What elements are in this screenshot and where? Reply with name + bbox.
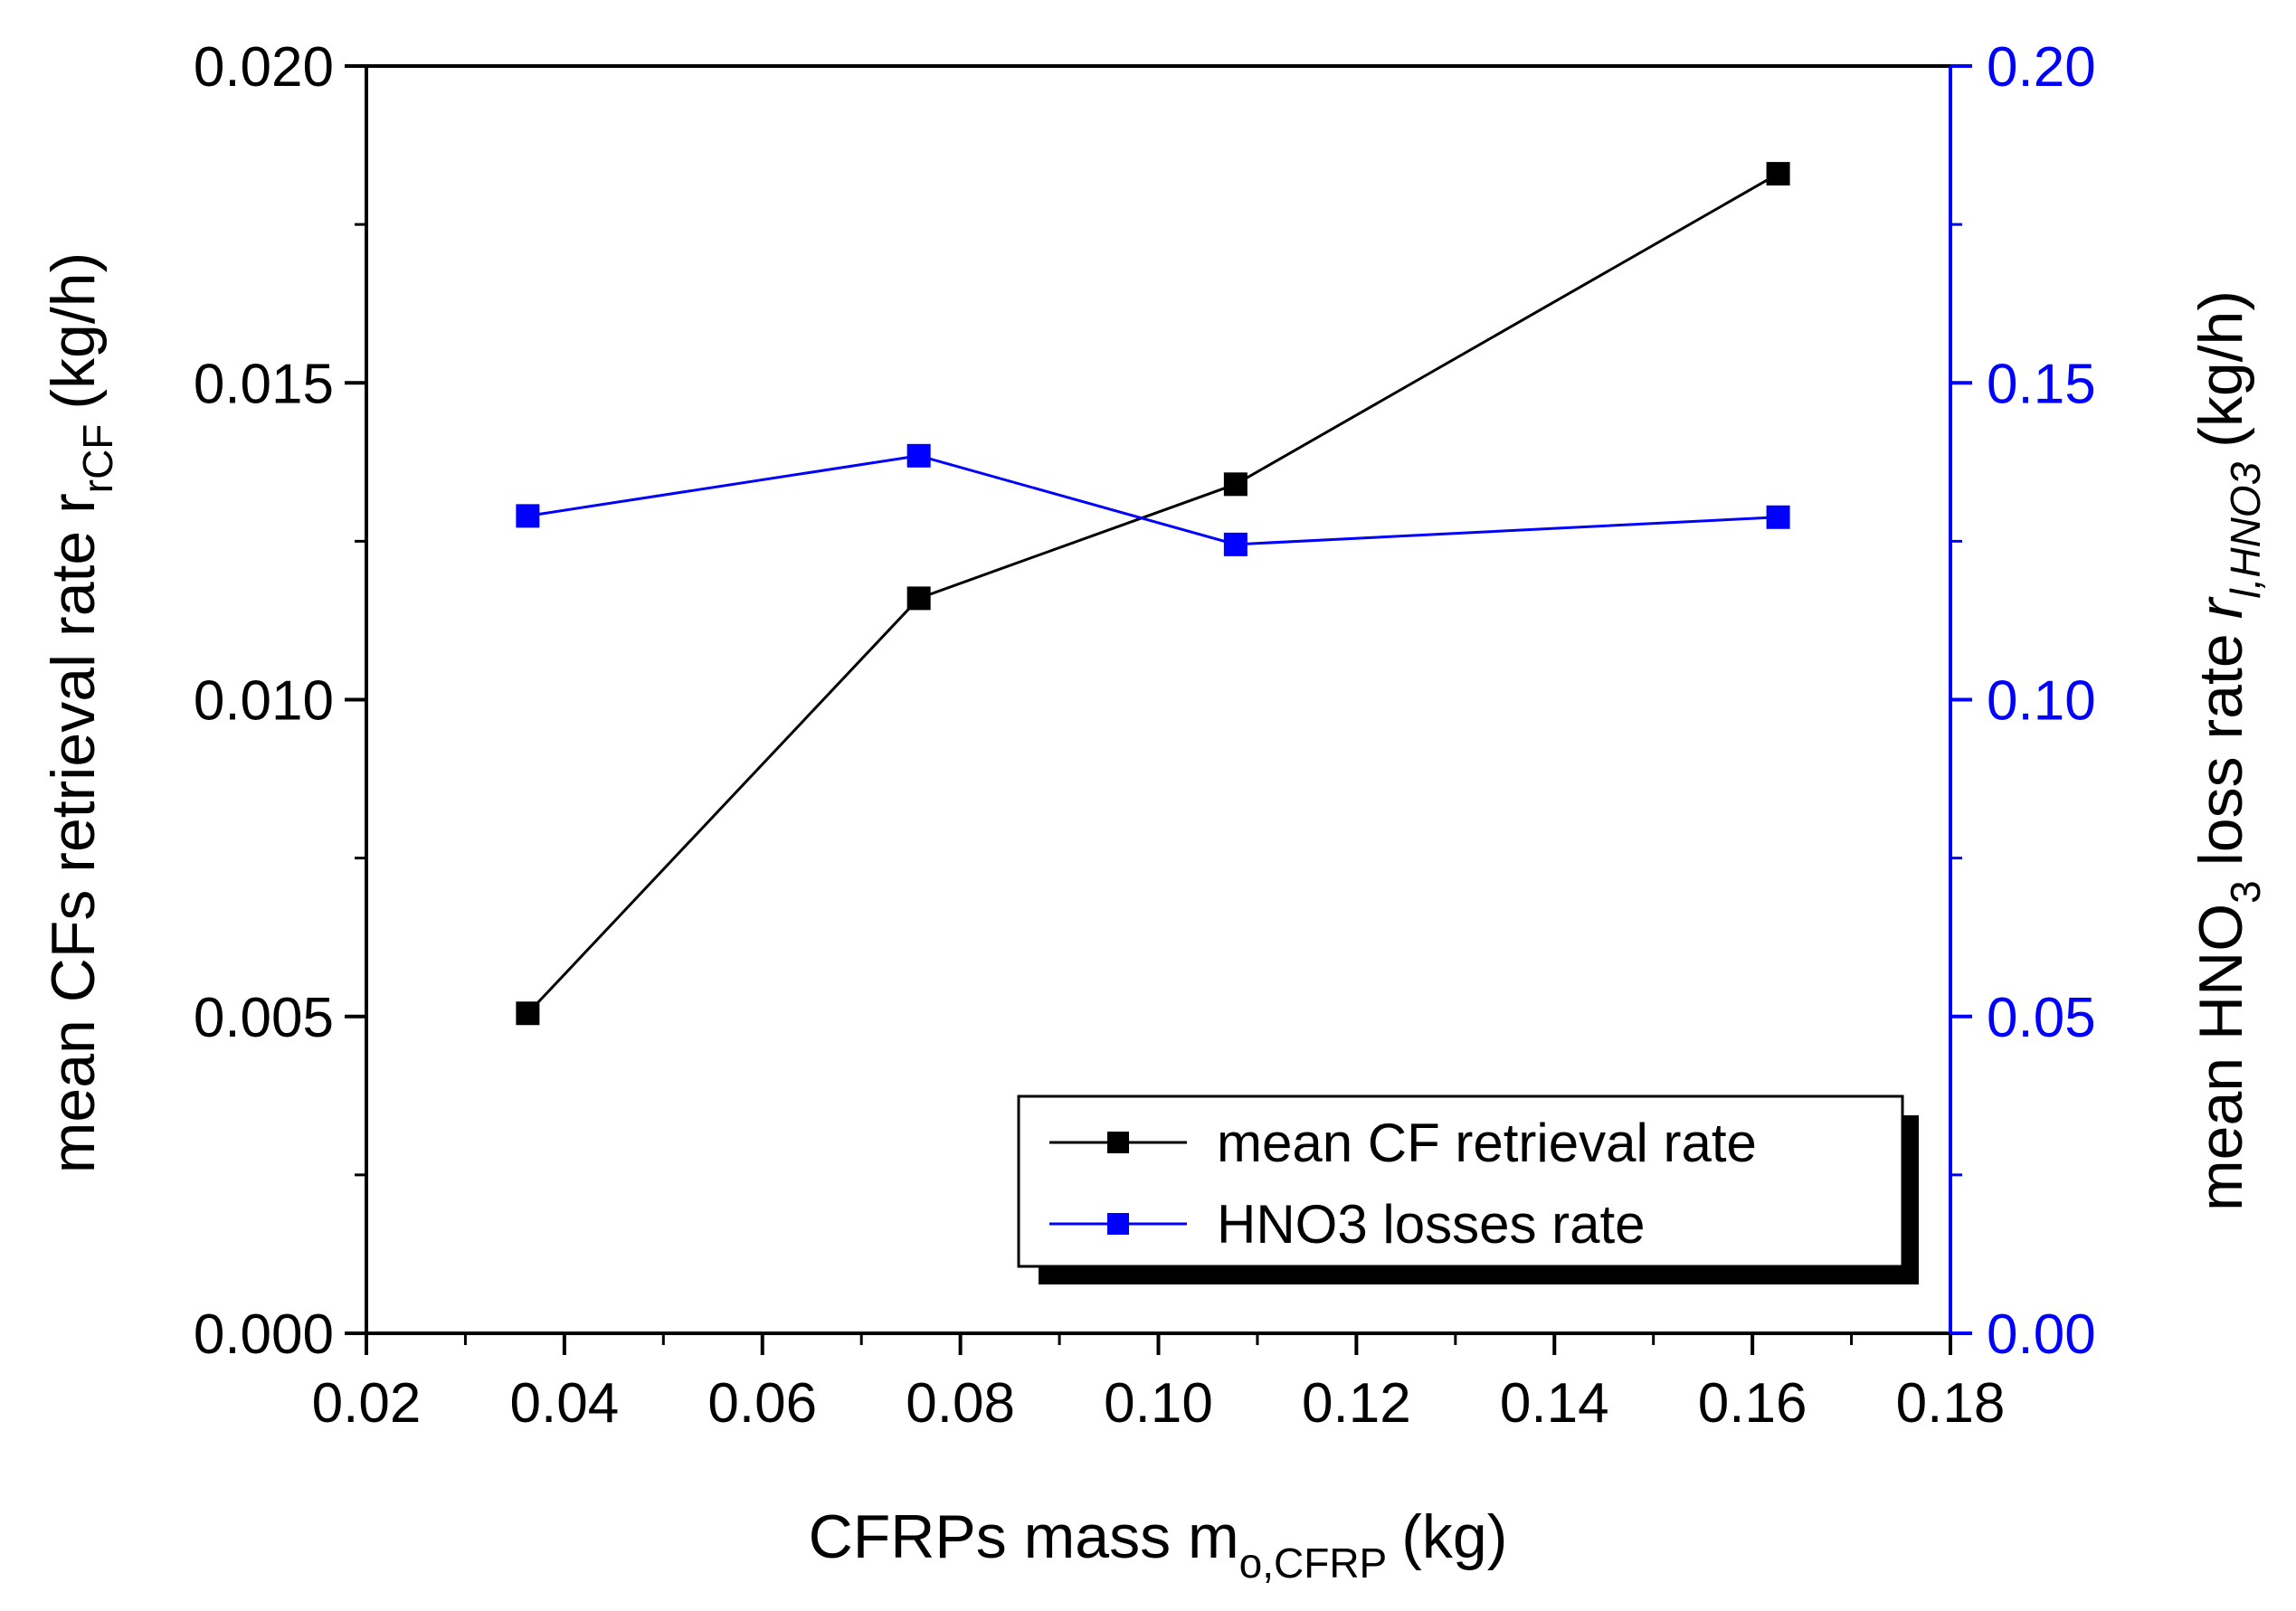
right-y-tick-label: 0.15 bbox=[1987, 353, 2096, 415]
x-tick-label: 0.18 bbox=[1896, 1372, 2006, 1435]
series-line-cf-retrieval bbox=[527, 172, 1779, 1015]
right-y-axis-title-sub3: 3 bbox=[2222, 880, 2269, 904]
right-y-axis-title-main: mean HNO bbox=[2187, 904, 2255, 1211]
data-point-cf-retrieval bbox=[906, 586, 931, 611]
x-tick-label: 0.08 bbox=[906, 1372, 1015, 1435]
left-y-tick-label: 0.020 bbox=[194, 36, 334, 99]
right-y-axis-title-mid: loss rate bbox=[2187, 633, 2255, 866]
x-tick-label: 0.02 bbox=[312, 1372, 422, 1435]
legend-label-hno3: HNO3 losses rate bbox=[1217, 1194, 1646, 1255]
left-y-axis-title-sub: rCF bbox=[74, 424, 121, 494]
x-tick-label: 0.10 bbox=[1104, 1372, 1213, 1435]
left-y-tick-label: 0.005 bbox=[194, 987, 334, 1049]
right-y-axis-title-unit: (kg/h) bbox=[2187, 290, 2255, 448]
x-axis-title-main: CFRPs mass m bbox=[809, 1502, 1239, 1571]
left-y-tick-label: 0.010 bbox=[194, 670, 334, 733]
data-point-hno3-losses bbox=[516, 504, 540, 528]
right-y-axis-title-sub: l,HNO3 bbox=[2222, 461, 2269, 598]
x-tick-label: 0.06 bbox=[707, 1372, 817, 1435]
data-point-hno3-losses bbox=[1223, 532, 1248, 556]
series-layer bbox=[516, 162, 1790, 1026]
right-y-tick-label: 0.20 bbox=[1987, 36, 2096, 99]
data-point-cf-retrieval bbox=[1223, 472, 1248, 497]
right-y-tick-label: 0.10 bbox=[1987, 670, 2096, 733]
data-point-hno3-losses bbox=[906, 443, 931, 468]
legend: mean CF retrieval rate HNO3 losses rate bbox=[1017, 1095, 1919, 1284]
x-tick-label: 0.04 bbox=[510, 1372, 620, 1435]
x-tick-label: 0.12 bbox=[1302, 1372, 1411, 1435]
right-y-tick-label: 0.05 bbox=[1987, 987, 2096, 1049]
legend-box bbox=[1017, 1095, 1904, 1268]
x-axis-ticks: 0.02 0.04 0.06 0.08 0.10 0.12 0.14 0.16 0.18 bbox=[312, 1333, 2006, 1435]
series-line-hno3-losses bbox=[527, 454, 1779, 546]
right-y-axis-title: mean HNO3 loss rate rl,HNO3 (kg/h) bbox=[2187, 290, 2269, 1211]
left-y-axis-title-unit: (kg/h) bbox=[39, 252, 108, 410]
data-point-hno3-losses bbox=[1766, 505, 1790, 529]
legend-marker-cf bbox=[1107, 1132, 1129, 1153]
right-y-axis-title-italic: r bbox=[2187, 596, 2255, 619]
right-y-tick-label: 0.00 bbox=[1987, 1303, 2096, 1366]
x-tick-label: 0.16 bbox=[1698, 1372, 1807, 1435]
left-y-axis-title-main: mean CFs retrieval rate r bbox=[39, 493, 108, 1173]
left-y-tick-label: 0.015 bbox=[194, 353, 334, 415]
x-axis-title-unit: (kg) bbox=[1401, 1502, 1507, 1571]
data-point-cf-retrieval bbox=[1766, 162, 1790, 186]
x-axis-title: CFRPs mass mo,CFRP (kg) bbox=[809, 1502, 1508, 1587]
left-y-axis-ticks: 0.000 0.005 0.010 0.015 0.020 bbox=[194, 36, 366, 1366]
right-y-axis-ticks: 0.00 0.05 0.10 0.15 0.20 bbox=[1950, 36, 2096, 1366]
legend-label-cf: mean CF retrieval rate bbox=[1217, 1113, 1757, 1173]
data-point-cf-retrieval bbox=[516, 1001, 540, 1026]
left-y-axis-title: mean CFs retrieval rate rrCF (kg/h) bbox=[39, 252, 121, 1173]
x-axis-title-sub: o,CFRP bbox=[1239, 1540, 1388, 1587]
left-y-tick-label: 0.000 bbox=[194, 1303, 334, 1366]
legend-marker-hno3 bbox=[1107, 1213, 1129, 1235]
x-tick-label: 0.14 bbox=[1500, 1372, 1609, 1435]
